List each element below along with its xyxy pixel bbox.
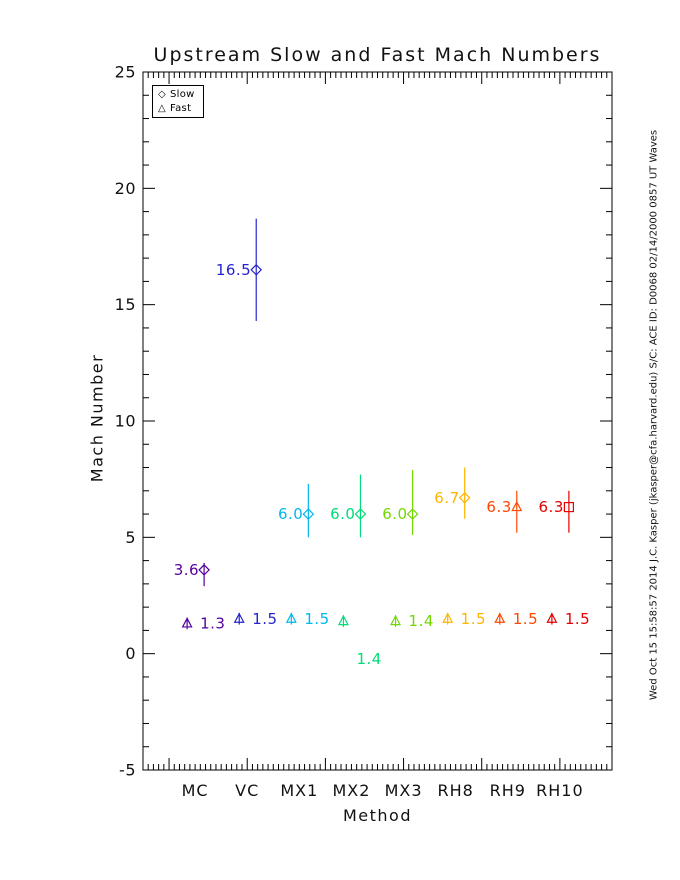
value-label: 1.5 [461,610,486,628]
x-category-label: MX3 [385,781,423,800]
y-tick-label: -5 [119,761,136,780]
data-point-diamond [458,491,471,504]
value-label: 1.5 [252,610,277,628]
data-point-triangle [285,612,297,623]
x-category-label: RH9 [490,781,526,800]
x-axis-title: Method [342,806,412,825]
value-label: 1.5 [513,610,538,628]
data-point-triangle [233,612,245,623]
data-point-triangle [390,614,402,626]
legend-item-fast: △ Fast [158,102,203,116]
x-category-label: MC [182,781,209,800]
value-label: 6.3 [539,498,564,516]
value-label: 1.3 [200,614,225,632]
y-axis-title: Mach Number [87,353,107,483]
legend-label-slow: Slow [170,89,195,100]
data-point-triangle [181,617,193,628]
value-label: 1.4 [356,650,381,668]
triangle-icon: △ [158,103,166,114]
y-tick-label: 0 [125,644,136,663]
value-label: 6.0 [278,505,303,523]
value-label: 16.5 [216,261,251,279]
chart-title: Upstream Slow and Fast Mach Numbers [153,44,602,66]
value-label: 6.3 [486,498,511,516]
y-tick-label: 10 [115,412,136,431]
x-category-label: MX2 [332,781,370,800]
data-point-square [563,501,574,513]
data-point-triangle [442,612,454,623]
data-point-triangle [494,612,506,623]
data-point-diamond [406,508,419,520]
diamond-icon: ◇ [158,89,166,100]
x-category-label: MX1 [280,781,318,800]
value-label: 1.5 [565,610,590,628]
side-note: Wed Oct 15 15:58:57 2014 J.C. Kasper (jk… [648,129,660,701]
data-point-triangle [511,500,523,512]
data-point-diamond [250,263,263,276]
x-category-label: RH8 [438,781,474,800]
value-label: 1.5 [304,610,329,628]
data-point-diamond [354,508,367,520]
y-tick-label: 20 [115,179,136,198]
value-label: 6.7 [434,489,459,507]
x-category-label: VC [235,781,259,800]
value-label: 6.0 [330,505,355,523]
data-point-triangle [546,612,558,623]
data-point-diamond [302,508,315,520]
legend: ◇ Slow △ Fast [152,85,204,118]
value-label: 1.4 [409,612,434,630]
y-tick-label: 15 [115,295,136,314]
y-tick-label: 5 [125,528,136,547]
value-label: 3.6 [174,561,199,579]
legend-item-slow: ◇ Slow [158,88,203,102]
value-label: 6.0 [382,505,407,523]
y-tick-label: 25 [115,63,136,82]
data-point-triangle [337,614,349,626]
x-category-label: RH10 [536,781,584,800]
data-point-diamond [198,564,210,576]
legend-label-fast: Fast [170,103,192,114]
